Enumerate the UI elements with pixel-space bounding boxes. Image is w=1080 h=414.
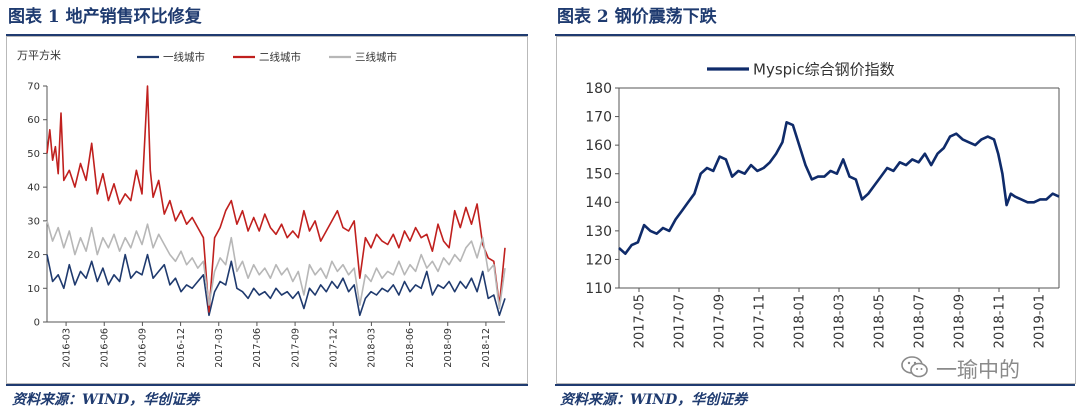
y-tick-label: 10 — [27, 284, 40, 295]
legend-label-3: 三线城市 — [355, 51, 397, 64]
x-tick-label: 2016-09 — [138, 328, 149, 368]
y-tick-label: 140 — [585, 195, 612, 211]
y-tick-label: 50 — [27, 149, 40, 160]
x-tick-label: 2018-07 — [913, 294, 928, 348]
figure-2-frame: 110 120 130 140 150 160 170 180 2017-05 2017-07 20… — [556, 36, 1076, 384]
x-tick-label: 2016-12 — [176, 328, 187, 368]
figure-1-top-rule — [6, 34, 528, 36]
series-line-3 — [46, 220, 506, 310]
figure-2-source: 资料来源：WIND，华创证券 — [560, 392, 748, 408]
figure-2-title: 图表 2 钢价震荡下跌 — [557, 7, 717, 27]
x-tick-label: 2018-03 — [367, 328, 378, 368]
x-tick-label: 2017-07 — [673, 294, 688, 348]
x-tick-label: 2018-09 — [443, 328, 454, 368]
x-tick-label: 2018-06 — [405, 328, 416, 368]
y-tick-label: 160 — [585, 138, 612, 154]
y-tick-label: 40 — [27, 183, 40, 194]
y-tick-label: 60 — [27, 115, 40, 126]
x-tick-label: 2018-05 — [873, 294, 888, 348]
y-tick-label: 180 — [585, 81, 612, 97]
y-tick-label: 110 — [585, 281, 612, 297]
series-line-1 — [618, 121, 1060, 255]
chart-2-svg: 110 120 130 140 150 160 170 180 2017-05 2017-07 20… — [585, 60, 1060, 348]
y-tick-label: 70 — [27, 82, 40, 93]
unit-label: 万平方米 — [17, 48, 61, 62]
series-line-1 — [46, 253, 506, 317]
figure-1-source: 资料来源：WIND，华创证券 — [12, 392, 200, 408]
x-tick-label: 2016-03 — [61, 328, 72, 368]
x-tick-label: 2018-11 — [993, 294, 1008, 348]
y-tick-label: 170 — [585, 109, 612, 125]
x-tick-label: 2018-03 — [833, 294, 848, 348]
x-tick-label: 2017-03 — [214, 328, 225, 368]
x-tick-label: 2018-09 — [953, 294, 968, 348]
figure-1-frame: 0 10 20 30 40 50 60 70 2016-03 2016-06 2016-09 2016… — [6, 36, 528, 384]
y-tick-label: 150 — [585, 167, 612, 183]
legend-label-2: 二线城市 — [259, 51, 301, 64]
x-tick-label: 2016-06 — [100, 328, 111, 368]
watermark-text: 一瑜中的 — [936, 358, 1020, 382]
figure-1-title: 图表 1 地产销售环比修复 — [8, 7, 202, 27]
y-tick-label: 20 — [27, 250, 40, 261]
x-tick-label: 2017-05 — [633, 294, 648, 348]
x-tick-label: 2017-11 — [753, 294, 768, 348]
series-line-2 — [46, 85, 506, 313]
figure-1-bottom-rule — [6, 384, 528, 386]
x-tick-label: 2017-09 — [290, 328, 301, 368]
wechat-icon — [901, 356, 928, 378]
x-tick-label: 2017-12 — [329, 328, 340, 368]
y-tick-label: 0 — [34, 318, 40, 329]
y-tick-label: 130 — [585, 224, 612, 240]
x-tick-label: 2017-09 — [713, 294, 728, 348]
chart-1-svg: 0 10 20 30 40 50 60 70 2016-03 2016-06 2016-09 2016… — [17, 48, 506, 368]
x-tick-label: 2017-06 — [252, 328, 263, 368]
y-tick-label: 120 — [585, 252, 612, 268]
x-tick-label: 2019-01 — [1033, 294, 1048, 348]
x-tick-label: 2018-12 — [481, 328, 492, 368]
figure-2-bottom-rule — [555, 384, 1075, 386]
y-tick-label: 30 — [27, 216, 40, 227]
legend-label-1: Myspic综合钢价指数 — [753, 60, 895, 78]
legend-label-1: 一线城市 — [163, 51, 205, 64]
figure-2-top-rule — [555, 34, 1075, 36]
x-tick-label: 2018-01 — [793, 294, 808, 348]
